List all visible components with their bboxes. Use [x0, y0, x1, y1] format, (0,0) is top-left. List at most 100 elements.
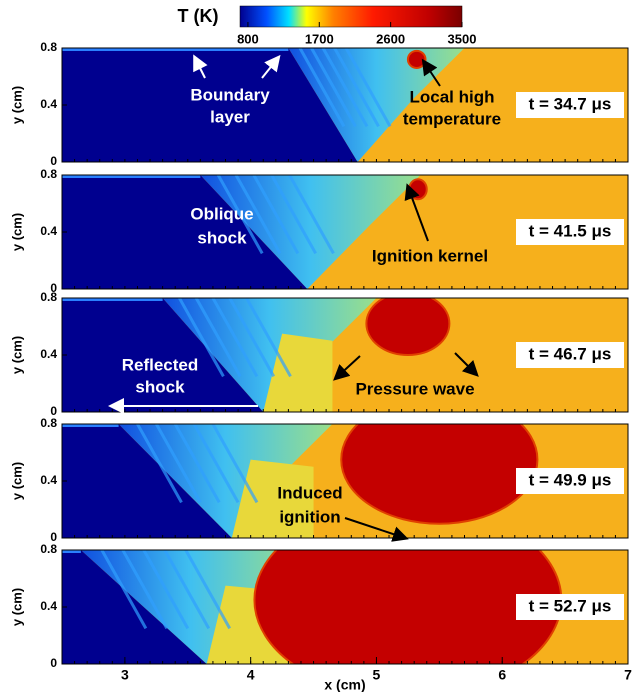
annotation: Oblique — [190, 204, 253, 223]
time-label-box — [516, 342, 624, 368]
shock-stripe — [121, 550, 169, 630]
annotation: Reflected — [122, 355, 199, 374]
y-axis-label: y (cm) — [9, 86, 24, 124]
shock-stripe — [234, 175, 282, 255]
time-label: t = 52.7 μs — [529, 596, 612, 615]
time-label: t = 46.7 μs — [529, 344, 612, 363]
annotation-arrow — [421, 58, 441, 87]
y-tick-label: 0 — [50, 656, 57, 670]
annotation: ignition — [279, 507, 340, 526]
annotation: layer — [210, 107, 250, 126]
shock-stripe — [194, 298, 242, 378]
y-axis-label: y (cm) — [9, 588, 24, 626]
time-label: t = 41.5 μs — [529, 221, 612, 240]
mixing-zone — [162, 298, 377, 412]
shock-stripe — [163, 550, 211, 630]
fresh-gas — [62, 48, 358, 162]
hot-region — [340, 424, 539, 525]
time-label-box — [516, 92, 624, 118]
shock-stripe — [245, 298, 292, 378]
y-axis-label: y (cm) — [9, 336, 24, 374]
hot-region — [365, 298, 451, 356]
shock-stripe — [211, 424, 259, 504]
x-tick-label: 7 — [624, 667, 632, 683]
mixing-zone — [80, 550, 301, 664]
contour-field — [62, 175, 628, 289]
time-label-box — [516, 219, 624, 245]
shock-stripe — [298, 48, 346, 128]
fresh-gas — [62, 298, 264, 412]
annotation: Ignition kernel — [372, 246, 488, 265]
x-tick-label: 5 — [373, 667, 381, 683]
shock-stripe — [344, 48, 392, 128]
x-tick-label: 3 — [121, 667, 129, 683]
shock-stripe — [321, 48, 369, 128]
shock-stripe — [288, 175, 335, 255]
annotation-arrow — [344, 517, 409, 542]
shock-stripe — [333, 48, 380, 128]
annotation-arrow — [404, 183, 429, 242]
time-label: t = 34.7 μs — [529, 94, 612, 113]
shock-stripe — [142, 550, 190, 630]
reflected-zone — [263, 333, 333, 412]
time-label: t = 49.9 μs — [529, 470, 612, 489]
boundary-layer — [62, 550, 81, 553]
y-tick-label: 0.8 — [40, 167, 57, 181]
y-tick-label: 0.8 — [40, 290, 57, 304]
y-tick-label: 0.8 — [40, 416, 57, 430]
y-tick-label: 0.8 — [40, 40, 57, 54]
hot-region — [406, 49, 427, 69]
time-label-box — [516, 594, 624, 620]
shock-stripe — [192, 424, 240, 504]
y-axis-label: y (cm) — [9, 462, 24, 500]
annotation: Induced — [277, 483, 342, 502]
annotation: shock — [197, 228, 247, 247]
boundary-layer — [62, 298, 163, 301]
annotation: Pressure wave — [355, 379, 474, 398]
boundary-layer — [62, 424, 119, 427]
annotation-arrow — [333, 355, 361, 381]
x-tick-label: 4 — [247, 667, 255, 683]
fresh-gas — [62, 175, 308, 289]
y-tick-label: 0.4 — [40, 599, 57, 613]
boundary-layer — [62, 48, 289, 51]
y-tick-label: 0.4 — [40, 473, 57, 487]
y-tick-label: 0 — [50, 154, 57, 168]
annotation: Local high — [410, 87, 495, 106]
shock-stripe — [100, 550, 148, 630]
x-axis-label: x (cm) — [324, 677, 365, 692]
annotation-arrow — [261, 54, 281, 79]
colorbar-tick-label: 1700 — [305, 31, 334, 46]
colorbar-title: T (K) — [178, 6, 219, 26]
y-tick-label: 0.4 — [40, 347, 57, 361]
y-tick-label: 0 — [50, 281, 57, 295]
reflected-zone — [231, 459, 314, 538]
y-tick-label: 0.8 — [40, 542, 57, 556]
y-tick-label: 0 — [50, 530, 57, 544]
annotation: shock — [135, 377, 185, 396]
annotation: Boundary — [190, 85, 270, 104]
shock-stripe — [178, 298, 225, 378]
shock-stripe — [216, 175, 264, 255]
boundary-layer — [62, 175, 201, 178]
annotation-arrow — [193, 54, 208, 79]
annotation-arrow — [454, 352, 479, 377]
y-axis-label: y (cm) — [9, 213, 24, 251]
shock-stripe — [252, 175, 300, 255]
shock-stripe — [184, 550, 232, 630]
colorbar — [239, 5, 463, 28]
mixing-zone — [200, 175, 421, 289]
shock-stripe — [228, 298, 276, 378]
y-tick-label: 0 — [50, 404, 57, 418]
y-tick-label: 0.4 — [40, 97, 57, 111]
x-tick-label: 6 — [498, 667, 506, 683]
shock-stripe — [310, 48, 357, 128]
shock-stripe — [136, 424, 183, 504]
colorbar-tick-label: 2600 — [376, 31, 405, 46]
shock-stripe — [270, 175, 317, 255]
shock-stripe — [211, 298, 259, 378]
shock-stripe — [155, 424, 202, 504]
time-label-box — [516, 468, 624, 494]
colorbar-tick-label: 3500 — [448, 31, 477, 46]
